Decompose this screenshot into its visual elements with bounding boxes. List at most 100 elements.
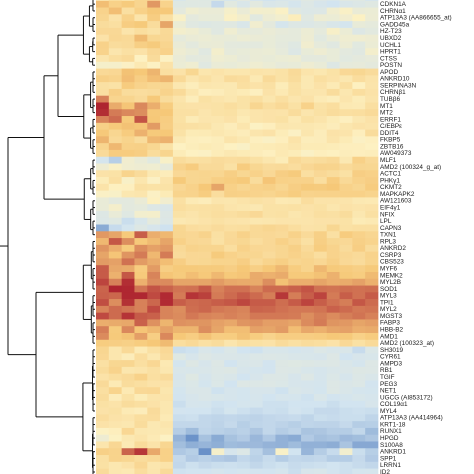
heatmap-cell — [134, 190, 148, 198]
heatmap-cell — [160, 210, 174, 219]
heatmap-cell — [211, 292, 225, 300]
heatmap-cell — [249, 346, 263, 354]
heatmap-cell — [211, 122, 225, 130]
heatmap-cell — [237, 333, 251, 341]
heatmap-cell — [96, 353, 110, 361]
heatmap-cell — [198, 421, 212, 429]
heatmap-cell — [262, 394, 276, 402]
heatmap-cell — [275, 14, 289, 22]
heatmap-cell — [301, 156, 315, 164]
heatmap-cell — [224, 387, 238, 395]
heatmap-cell — [96, 373, 110, 381]
heatmap-cell — [313, 136, 328, 144]
row-label: MAPKAPK2 — [380, 191, 415, 198]
heatmap-cell — [288, 177, 302, 185]
heatmap-cell — [172, 414, 187, 422]
heatmap-cell — [185, 129, 199, 137]
heatmap-cell — [198, 387, 212, 395]
heatmap-cell — [160, 319, 174, 327]
heatmap-cell — [147, 333, 161, 341]
heatmap-cell — [172, 75, 187, 83]
heatmap-cell — [147, 7, 161, 15]
heatmap-cell — [121, 258, 135, 266]
heatmap-cell — [365, 143, 379, 151]
heatmap-cell — [249, 305, 263, 314]
heatmap-cell — [326, 394, 340, 402]
heatmap-cell — [108, 285, 122, 293]
heatmap-cell — [365, 353, 379, 361]
heatmap-cell — [172, 305, 187, 314]
heatmap-cell — [185, 41, 199, 49]
heatmap-cell — [275, 326, 289, 334]
heatmap-cell — [108, 258, 122, 266]
heatmap-cell — [352, 61, 366, 69]
heatmap-cell — [288, 48, 302, 56]
heatmap-cell — [160, 285, 174, 293]
heatmap-cell — [326, 217, 340, 225]
heatmap-cell — [185, 258, 199, 266]
heatmap-cell — [275, 380, 289, 388]
heatmap-cell — [365, 75, 379, 83]
heatmap-cell — [108, 109, 122, 117]
row-label: ATP13A3 (AA866655_at) — [380, 15, 452, 22]
heatmap-cell — [365, 183, 379, 191]
heatmap-cell — [160, 333, 174, 341]
heatmap-cell — [301, 407, 315, 415]
row-label: RB1 — [380, 367, 393, 374]
heatmap-cell — [301, 217, 315, 225]
heatmap-cell — [211, 271, 225, 280]
heatmap-cell — [365, 360, 379, 368]
heatmap-cell — [108, 14, 122, 22]
heatmap-cell — [262, 48, 276, 56]
heatmap-cell — [160, 360, 174, 368]
heatmap-cell — [134, 102, 148, 110]
heatmap-cell — [121, 271, 135, 280]
heatmap-cell — [198, 183, 212, 191]
heatmap-cell — [301, 197, 315, 205]
heatmap-cell — [134, 278, 148, 286]
heatmap-cell — [198, 448, 212, 456]
heatmap-cell — [249, 468, 263, 474]
heatmap-cell — [352, 170, 366, 178]
heatmap-cell — [352, 448, 366, 456]
heatmap-cell — [172, 143, 187, 151]
heatmap-cell — [160, 339, 174, 347]
heatmap-cell — [262, 0, 276, 2]
heatmap-cell — [160, 163, 174, 171]
heatmap-cell — [211, 387, 225, 395]
heatmap-cell — [339, 265, 353, 273]
heatmap-cell — [237, 14, 251, 22]
heatmap-cell — [301, 305, 315, 314]
heatmap-cell — [313, 373, 328, 381]
heatmap-cell — [352, 109, 366, 117]
heatmap-cell — [224, 61, 238, 69]
heatmap-cell — [108, 197, 122, 205]
heatmap-cell — [198, 149, 212, 158]
heatmap-cell — [121, 143, 135, 151]
heatmap-cell — [339, 333, 353, 341]
heatmap-cell — [147, 190, 161, 198]
heatmap-cell — [326, 265, 340, 273]
heatmap-cell — [224, 380, 238, 388]
heatmap-cell — [185, 0, 199, 8]
heatmap-cell — [96, 305, 110, 314]
heatmap-cell — [352, 461, 366, 469]
heatmap-cell — [249, 149, 263, 158]
heatmap-cell — [172, 217, 187, 225]
heatmap-cell — [211, 204, 225, 212]
heatmap-cell — [185, 122, 199, 130]
heatmap-cell — [224, 27, 238, 36]
heatmap-cell — [275, 55, 289, 63]
heatmap-cell — [288, 292, 302, 300]
heatmap-cell — [326, 360, 340, 368]
heatmap-cell — [147, 353, 161, 361]
heatmap-cell — [160, 299, 174, 307]
heatmap-cell — [96, 414, 110, 422]
heatmap-cell — [237, 197, 251, 205]
heatmap-cell — [339, 217, 353, 225]
heatmap-cell — [224, 109, 238, 117]
heatmap-cell — [224, 441, 238, 449]
heatmap-cell — [237, 34, 251, 42]
heatmap-cell — [237, 82, 251, 90]
heatmap-cell — [339, 55, 353, 63]
